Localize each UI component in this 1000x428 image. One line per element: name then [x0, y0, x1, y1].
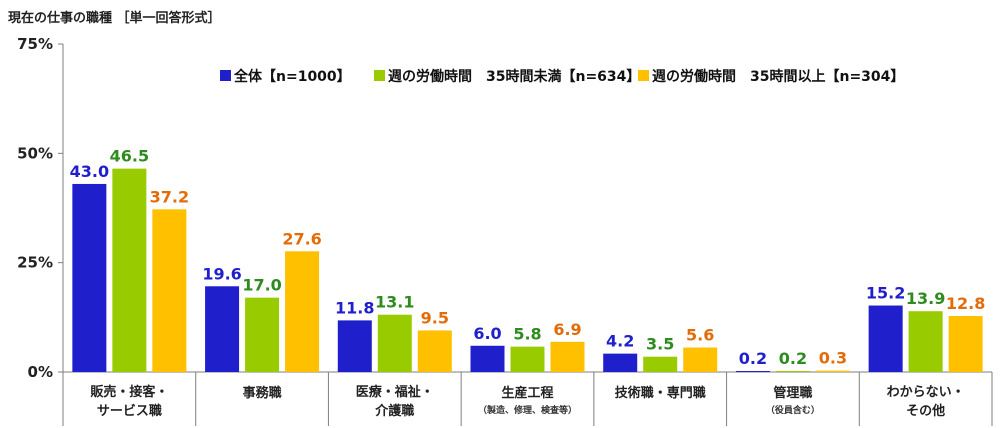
- data-label: 6.9: [553, 320, 581, 339]
- category-sublabel: （役員含む）: [766, 404, 820, 416]
- bars: [72, 168, 983, 372]
- bar: [868, 305, 903, 372]
- bar: [112, 168, 147, 372]
- category-label: わからない・: [887, 385, 965, 400]
- bar: [417, 330, 452, 372]
- data-label: 5.8: [513, 325, 541, 344]
- bar: [643, 356, 678, 372]
- legend-swatch: [638, 70, 649, 81]
- data-label: 9.5: [421, 308, 449, 327]
- data-label: 43.0: [70, 162, 109, 181]
- bar: [245, 297, 280, 372]
- category-label: 技術職・専門職: [615, 385, 706, 401]
- bar: [205, 286, 240, 372]
- category-label: 医療・福祉・: [356, 384, 434, 400]
- data-label: 27.6: [282, 229, 321, 248]
- data-label: 11.8: [335, 298, 374, 317]
- bar: [735, 371, 770, 372]
- bar: [337, 320, 372, 372]
- data-label: 12.8: [946, 294, 985, 313]
- data-label: 17.0: [242, 276, 281, 295]
- data-label: 37.2: [150, 187, 189, 206]
- bar: [683, 347, 718, 372]
- category-sublabel: （製造、修理、検査等）: [478, 404, 577, 416]
- legend-label: 全体【n=1000】: [233, 68, 351, 85]
- legend: 全体【n=1000】 週の労働時間 35時間未満【n=634】 週の労働時間 35時…: [220, 68, 904, 85]
- bar: [72, 183, 107, 372]
- category-label: その他: [906, 403, 945, 419]
- bar: [815, 370, 850, 372]
- data-label: 6.0: [473, 324, 501, 343]
- legend-label: 週の労働時間 35時間未満【n=634】: [388, 68, 640, 85]
- bar: [948, 316, 983, 372]
- bar: [603, 353, 638, 372]
- y-tick-label: 0%: [28, 363, 53, 381]
- category-label: 生産工程: [501, 385, 553, 401]
- category-label: サービス職: [97, 403, 162, 419]
- data-label: 15.2: [866, 284, 905, 303]
- bar: [377, 314, 412, 372]
- data-label: 4.2: [606, 332, 634, 351]
- category-label: 管理職: [773, 385, 812, 401]
- data-label: 3.5: [646, 335, 674, 354]
- category-label: 販売・接客・: [90, 384, 168, 400]
- legend-swatch: [374, 70, 385, 81]
- y-tick-label: 75%: [17, 35, 53, 53]
- bar: [550, 341, 585, 372]
- bar: [470, 345, 505, 372]
- data-label: 13.9: [906, 289, 945, 308]
- bar: [285, 251, 320, 372]
- y-tick-label: 50%: [17, 144, 53, 162]
- data-label: 5.6: [686, 326, 714, 345]
- bar: [510, 346, 545, 372]
- chart-title: 現在の仕事の職種 ［単一回答形式］: [8, 10, 221, 26]
- bar: [908, 311, 943, 372]
- category-label: 事務職: [243, 385, 282, 401]
- data-label: 13.1: [375, 293, 414, 312]
- bar: [152, 209, 187, 372]
- data-label: 0.2: [739, 349, 767, 368]
- value-labels: 43.046.5 37.2 19.617.0 27.6 11.8 13.1 9.5 6.0 5.…: [70, 147, 986, 368]
- legend-label: 週の労働時間 35時間以上【n=304】: [652, 68, 904, 85]
- y-tick-label: 25%: [17, 254, 53, 272]
- legend-swatch: [220, 70, 231, 81]
- category-labels: 販売・接客・サービス職 事務職 医療・福祉・介護職 生産工程 （製造、修理、検査等） 技術…: [90, 384, 964, 419]
- data-label: 0.2: [779, 349, 807, 368]
- category-label: 介護職: [374, 403, 414, 419]
- data-label: 0.3: [819, 349, 847, 368]
- data-label: 19.6: [202, 264, 241, 283]
- data-label: 46.5: [110, 147, 149, 166]
- bar: [775, 371, 810, 372]
